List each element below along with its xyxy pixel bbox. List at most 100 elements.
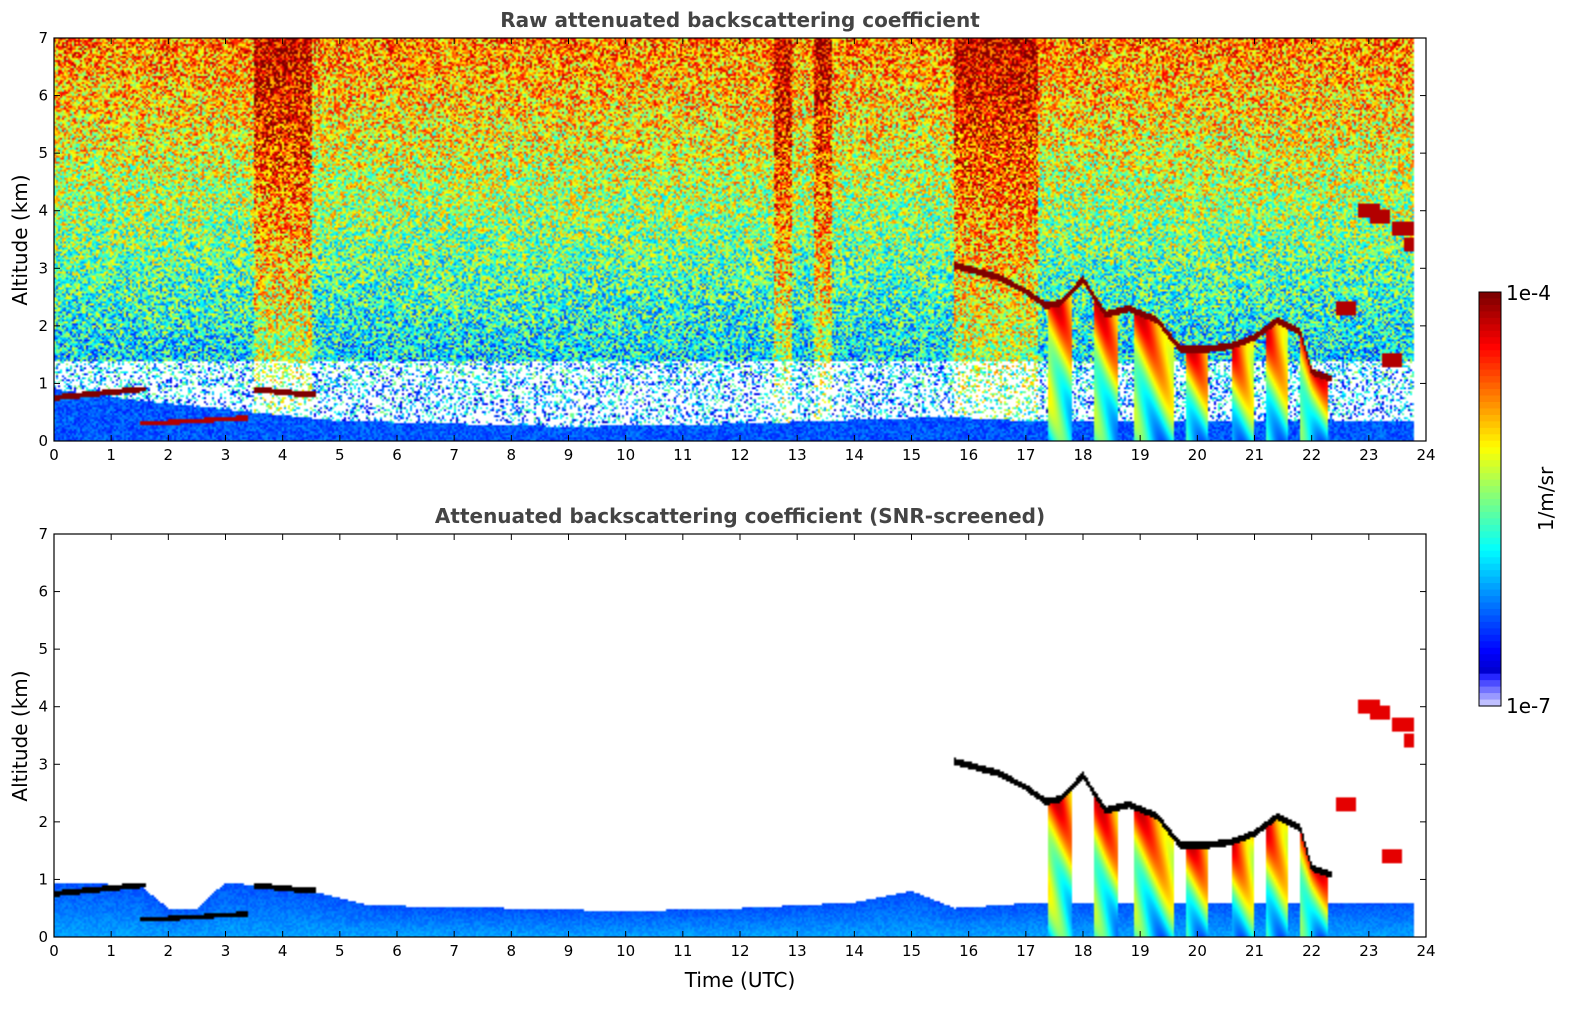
colorbar-cell xyxy=(1479,511,1501,520)
x-tick-label: 0 xyxy=(49,446,59,464)
colorbar-cell xyxy=(1479,376,1501,384)
x-tick-label: 2 xyxy=(164,446,174,464)
colorbar-cell xyxy=(1479,518,1501,526)
colorbar-cell xyxy=(1479,440,1501,448)
x-tick-label: 10 xyxy=(616,446,635,464)
colorbar-cell xyxy=(1479,395,1501,403)
x-tick-label: 7 xyxy=(449,446,459,464)
colorbar-cell xyxy=(1479,324,1501,332)
y-tick-label: 5 xyxy=(38,144,48,162)
colorbar-cell xyxy=(1479,596,1501,604)
colorbar-cell xyxy=(1479,460,1501,468)
x-tick-label: 19 xyxy=(1131,446,1150,464)
y-tick-label: 0 xyxy=(38,928,48,946)
y-tick-label: 5 xyxy=(38,640,48,658)
colorbar-cell xyxy=(1479,576,1501,584)
y-tick-label: 7 xyxy=(38,525,48,543)
x-tick-label: 2 xyxy=(164,942,174,960)
y-tick-label: 4 xyxy=(38,698,48,716)
colorbar-cell xyxy=(1479,350,1501,358)
y-tick-label: 1 xyxy=(38,374,48,392)
x-tick-label: 5 xyxy=(335,942,345,960)
x-tick-label: 13 xyxy=(788,446,807,464)
x-tick-label: 21 xyxy=(1245,942,1264,960)
x-tick-label: 21 xyxy=(1245,446,1264,464)
x-tick-label: 18 xyxy=(1073,446,1092,464)
colorbar-cell xyxy=(1479,356,1501,364)
x-tick-label: 14 xyxy=(845,446,864,464)
x-tick-label: 15 xyxy=(902,942,921,960)
y-tick-label: 2 xyxy=(38,317,48,335)
colorbar-cell xyxy=(1479,686,1501,694)
colorbar-cell xyxy=(1479,608,1501,617)
colorbar-cell xyxy=(1479,589,1501,597)
x-tick-label: 3 xyxy=(221,446,231,464)
colorbar-cell xyxy=(1479,505,1501,513)
colorbar-cell xyxy=(1479,486,1501,494)
x-tick-label: 16 xyxy=(959,942,978,960)
y-tick-label: 7 xyxy=(38,29,48,47)
colorbar-cell xyxy=(1479,317,1501,325)
colorbar-cell xyxy=(1479,628,1501,636)
colorbar-cell xyxy=(1479,524,1501,532)
x-tick-label: 1 xyxy=(106,446,116,464)
colorbar-gradient xyxy=(1479,292,1501,707)
colorbar-cell xyxy=(1479,660,1501,668)
x-tick-label: 8 xyxy=(507,446,517,464)
y-tick-label: 3 xyxy=(38,259,48,277)
x-tick-label: 5 xyxy=(335,446,345,464)
x-tick-label: 22 xyxy=(1302,446,1321,464)
y-tick-label: 1 xyxy=(38,870,48,888)
panel-raw-ticks: 0 1 2 3 4 5 6 7 8 9 10 11 12 13 14 15 16 17 18 19 20 21 22 23 24… xyxy=(38,29,1435,464)
x-tick-label: 13 xyxy=(788,942,807,960)
panel-screened: Attenuated backscattering coefficient (S… xyxy=(8,504,1436,992)
x-tick-label: 4 xyxy=(278,446,288,464)
colorbar-cell xyxy=(1479,304,1501,313)
colorbar-cell xyxy=(1479,621,1501,629)
colorbar-cell xyxy=(1479,537,1501,545)
colorbar-cell xyxy=(1479,654,1501,662)
y-tick-label: 2 xyxy=(38,813,48,831)
colorbar-unit-label: 1/m/sr xyxy=(1534,466,1558,531)
colorbar-cell xyxy=(1479,330,1501,338)
x-tick-label: 4 xyxy=(278,942,288,960)
colorbar-cell xyxy=(1479,337,1501,345)
x-tick-label: 23 xyxy=(1359,446,1378,464)
x-tick-label: 9 xyxy=(564,446,574,464)
x-tick-label: 11 xyxy=(673,446,692,464)
x-tick-label: 23 xyxy=(1359,942,1378,960)
panel-screened-xlabel: Time (UTC) xyxy=(684,968,796,992)
colorbar-cell xyxy=(1479,298,1501,306)
x-tick-label: 24 xyxy=(1416,942,1435,960)
colorbar-cell xyxy=(1479,673,1501,681)
colorbar-cell xyxy=(1479,479,1501,487)
colorbar-cell xyxy=(1479,466,1501,474)
colorbar-cell xyxy=(1479,389,1501,397)
x-tick-label: 7 xyxy=(449,942,459,960)
colorbar-cell xyxy=(1479,531,1501,539)
x-tick-label: 8 xyxy=(507,942,517,960)
colorbar-cell xyxy=(1479,570,1501,578)
panel-raw-title: Raw attenuated backscattering coefficien… xyxy=(500,8,980,32)
colorbar-cell xyxy=(1479,680,1501,688)
colorbar-cell xyxy=(1479,641,1501,649)
x-tick-label: 9 xyxy=(564,942,574,960)
colorbar-cell xyxy=(1479,583,1501,591)
x-tick-label: 19 xyxy=(1131,942,1150,960)
colorbar-cell xyxy=(1479,408,1501,416)
x-tick-label: 14 xyxy=(845,942,864,960)
colorbar-cell xyxy=(1479,453,1501,461)
colorbar-cell xyxy=(1479,492,1501,500)
colorbar-cell xyxy=(1479,434,1501,442)
panel-screened-title: Attenuated backscattering coefficient (S… xyxy=(435,504,1045,528)
y-tick-label: 3 xyxy=(38,755,48,773)
x-tick-label: 11 xyxy=(673,942,692,960)
colorbar-cell xyxy=(1479,292,1501,300)
y-tick-label: 6 xyxy=(38,87,48,105)
colorbar-cell xyxy=(1479,563,1501,571)
colorbar-cell xyxy=(1479,414,1501,422)
x-tick-label: 22 xyxy=(1302,942,1321,960)
colorbar-min-label: 1e-7 xyxy=(1506,694,1551,718)
x-tick-label: 15 xyxy=(902,446,921,464)
